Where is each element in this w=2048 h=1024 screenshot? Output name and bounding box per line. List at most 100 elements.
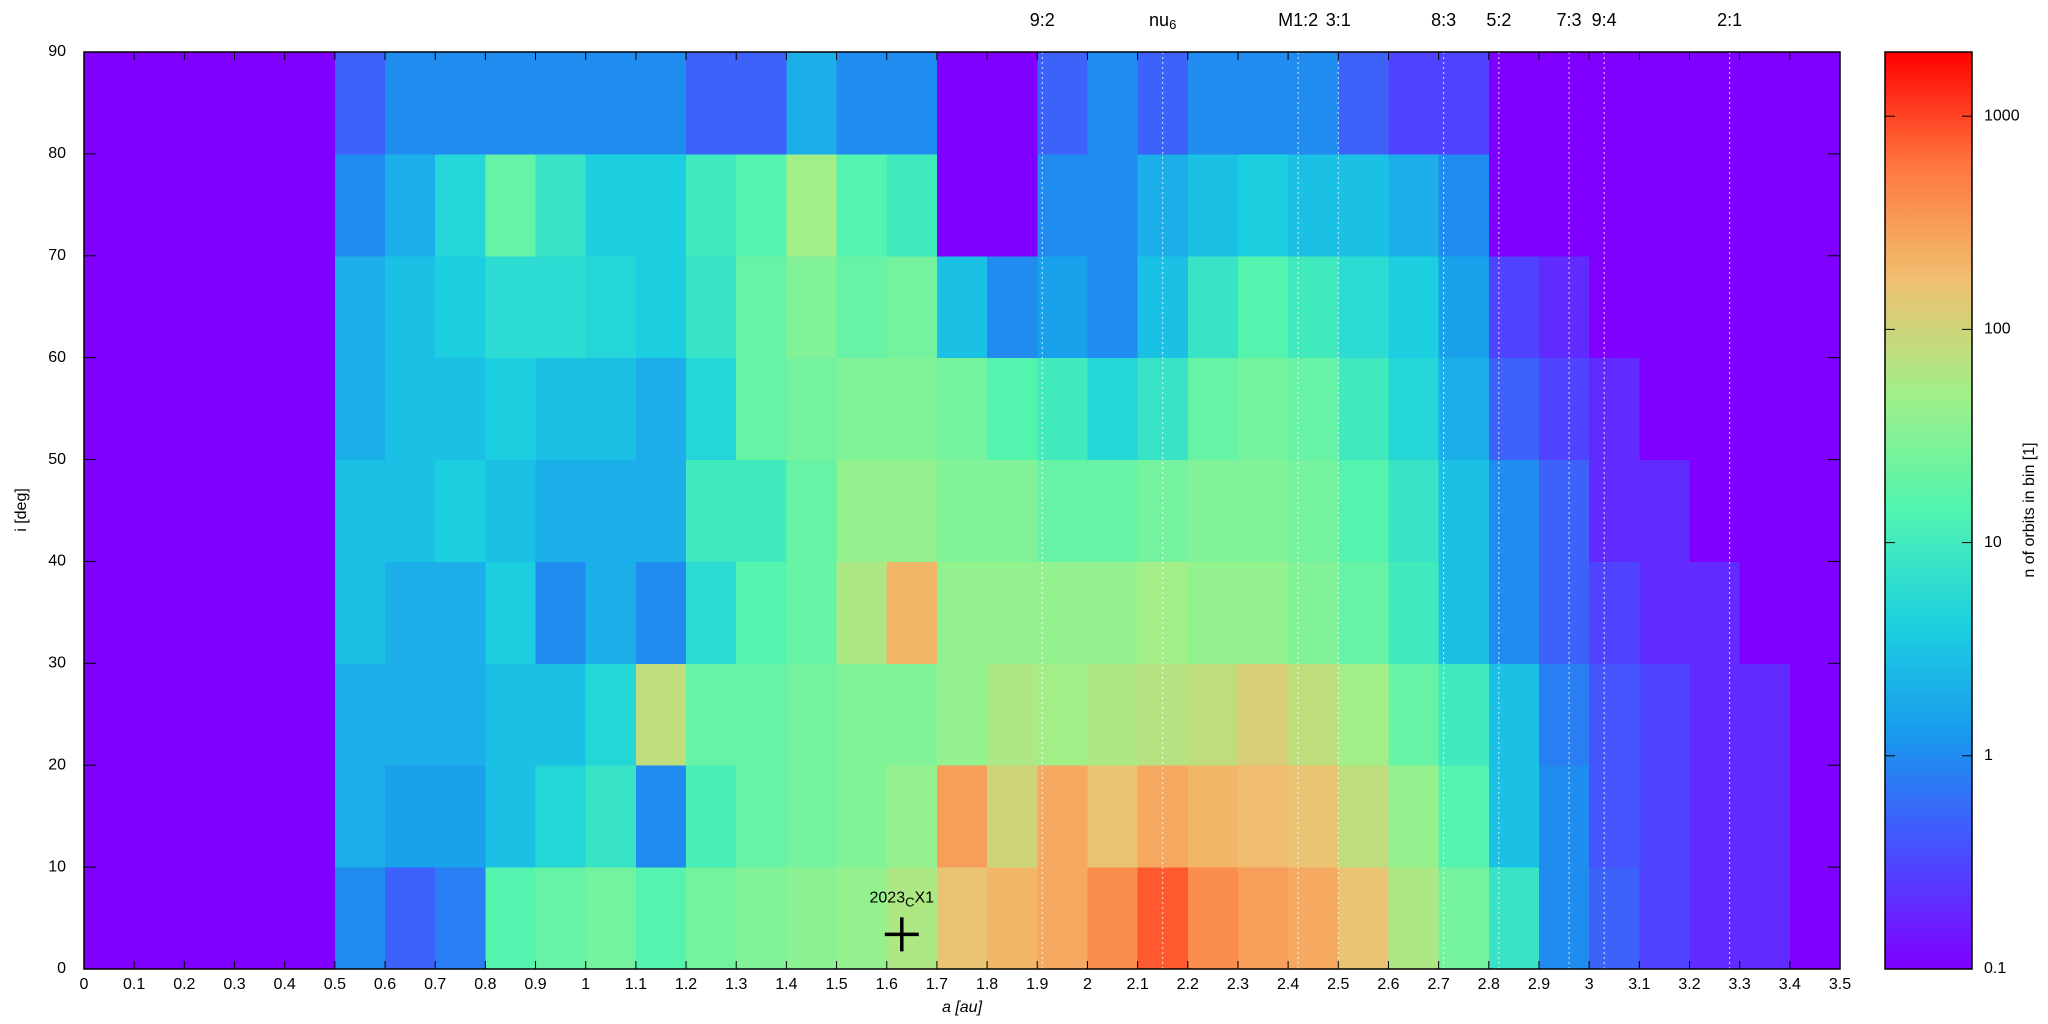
heatmap-cell xyxy=(886,765,938,868)
heatmap-cell xyxy=(936,765,988,868)
heatmap-cell xyxy=(284,867,336,970)
colorbar-tick-label: 0.1 xyxy=(1984,960,2006,977)
x-tick-label: 0.9 xyxy=(524,976,546,993)
x-tick-label: 2.5 xyxy=(1327,976,1349,993)
heatmap-cell xyxy=(786,663,838,766)
heatmap-cell xyxy=(1488,459,1540,562)
heatmap-cell xyxy=(1739,153,1791,257)
heatmap-cell xyxy=(786,153,838,257)
heatmap-cell xyxy=(334,255,386,359)
heatmap-cell xyxy=(886,663,938,766)
resonance-label: nu6 xyxy=(1149,10,1176,33)
annotation-label: 2023CX1 xyxy=(870,890,935,910)
heatmap-cell xyxy=(184,357,236,461)
heatmap-cell xyxy=(1338,867,1389,970)
heatmap-cell xyxy=(485,663,537,766)
heatmap-cell xyxy=(635,153,687,257)
heatmap-cell xyxy=(184,255,236,359)
heatmap-cell xyxy=(134,459,185,562)
heatmap-cell xyxy=(485,52,537,155)
heatmap-cell xyxy=(1689,153,1741,257)
heatmap-cell xyxy=(485,357,537,461)
heatmap-cell xyxy=(836,52,888,155)
resonance-label: M1:2 xyxy=(1278,10,1318,30)
heatmap-cell xyxy=(1689,765,1741,868)
heatmap-cell xyxy=(1689,52,1741,155)
heatmap-cell xyxy=(535,561,587,664)
y-tick-label: 30 xyxy=(48,655,66,672)
heatmap-cell xyxy=(1689,357,1741,461)
x-tick-label: 1 xyxy=(581,976,590,993)
heatmap-cell xyxy=(635,52,687,155)
heatmap-cell xyxy=(686,561,737,664)
heatmap-cell xyxy=(1438,867,1490,970)
y-tick-label: 10 xyxy=(48,858,66,875)
heatmap-cell xyxy=(334,153,386,257)
heatmap-cell xyxy=(435,52,486,155)
resonance-name: nu xyxy=(1149,10,1169,30)
heatmap-cell xyxy=(1538,459,1590,562)
heatmap-cell xyxy=(1589,765,1640,868)
heatmap-cell xyxy=(284,765,336,868)
heatmap-cell xyxy=(1589,663,1640,766)
heatmap-cell xyxy=(1288,561,1339,664)
heatmap-cell xyxy=(234,663,286,766)
heatmap-cell xyxy=(134,765,185,868)
heatmap-cell xyxy=(234,357,286,461)
heatmap-cell xyxy=(1288,663,1339,766)
x-tick-label: 1.6 xyxy=(876,976,898,993)
heatmap-cell xyxy=(1538,663,1590,766)
heatmap-cell xyxy=(1037,561,1088,664)
annotation-subscript: C xyxy=(905,895,914,910)
heatmap-cell xyxy=(585,459,637,562)
heatmap-cell xyxy=(435,867,486,970)
heatmap-cell xyxy=(334,765,386,868)
y-tick-label: 20 xyxy=(48,756,66,773)
heatmap-cell xyxy=(1187,459,1239,562)
heatmap-cell xyxy=(635,357,687,461)
heatmap-cell xyxy=(1087,255,1139,359)
heatmap-cell xyxy=(284,459,336,562)
heatmap-cell xyxy=(84,255,135,359)
heatmap-cell xyxy=(1488,255,1540,359)
y-tick-label: 0 xyxy=(57,960,66,977)
heatmap-cell xyxy=(1789,867,1841,970)
heatmap-cell xyxy=(1288,867,1339,970)
heatmap-cell xyxy=(987,153,1038,257)
heatmap-cell xyxy=(1087,459,1139,562)
heatmap-cell xyxy=(535,765,587,868)
y-tick-label: 40 xyxy=(48,553,66,570)
heatmap-cell xyxy=(736,52,787,155)
heatmap-cell xyxy=(1087,867,1139,970)
heatmap-cell xyxy=(1338,52,1389,155)
heatmap-cell xyxy=(84,357,135,461)
heatmap-cell xyxy=(334,561,386,664)
heatmap-cell xyxy=(686,357,737,461)
x-tick-label: 1.9 xyxy=(1026,976,1048,993)
x-tick-label: 0.2 xyxy=(173,976,195,993)
heatmap-cell xyxy=(836,765,888,868)
heatmap-cell xyxy=(1739,663,1791,766)
heatmap-cell xyxy=(1789,153,1841,257)
heatmap-cell xyxy=(686,459,737,562)
heatmap-cell xyxy=(234,765,286,868)
resonance-label: 9:4 xyxy=(1592,10,1617,30)
heatmap-cell xyxy=(1538,52,1590,155)
heatmap-cell xyxy=(1087,52,1139,155)
heatmap-cell xyxy=(184,663,236,766)
heatmap-cell xyxy=(836,255,888,359)
heatmap-cell xyxy=(1037,867,1088,970)
heatmap-cell xyxy=(1237,52,1289,155)
heatmap-cell xyxy=(1187,663,1239,766)
heatmap-cell xyxy=(1237,765,1289,868)
x-tick-label: 1.3 xyxy=(725,976,747,993)
x-tick-label: 2.9 xyxy=(1528,976,1550,993)
heatmap-cell xyxy=(1589,867,1640,970)
heatmap-cell xyxy=(736,765,787,868)
resonance-label: 3:1 xyxy=(1326,10,1351,30)
heatmap-cell xyxy=(435,561,486,664)
heatmap-cell xyxy=(635,867,687,970)
heatmap-cell xyxy=(886,357,938,461)
heatmap-cell xyxy=(1438,765,1490,868)
x-tick-label: 2.7 xyxy=(1428,976,1450,993)
